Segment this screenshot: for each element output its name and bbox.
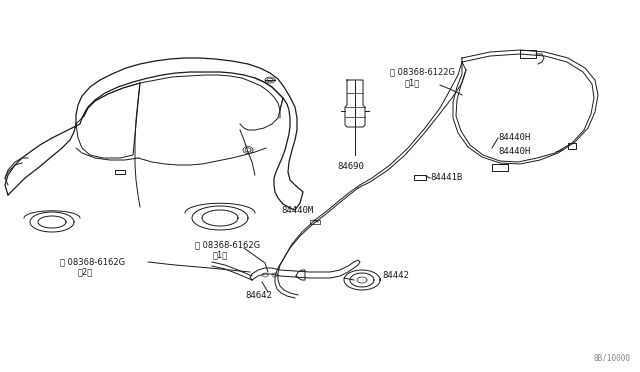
Text: Ⓝ 08368-6162G: Ⓝ 08368-6162G [60, 257, 125, 266]
Text: 84440H: 84440H [498, 148, 531, 157]
Text: 8B/10000: 8B/10000 [593, 353, 630, 362]
FancyBboxPatch shape [414, 175, 426, 180]
Text: Ⓝ 08368-6162G: Ⓝ 08368-6162G [195, 241, 260, 250]
FancyBboxPatch shape [568, 143, 576, 149]
Text: 84442: 84442 [382, 270, 409, 279]
Text: （2）: （2） [78, 267, 93, 276]
Text: （1）: （1） [213, 250, 228, 260]
Text: Ⓝ 08368-6122G: Ⓝ 08368-6122G [390, 67, 455, 77]
Text: 84642: 84642 [245, 291, 272, 299]
Text: （1）: （1） [405, 78, 420, 87]
FancyBboxPatch shape [492, 164, 508, 171]
Text: 84440H: 84440H [498, 134, 531, 142]
Polygon shape [76, 83, 140, 158]
Text: 84441B: 84441B [430, 173, 462, 183]
FancyBboxPatch shape [310, 220, 320, 224]
Text: 84690: 84690 [337, 162, 364, 171]
Text: 84440M: 84440M [282, 206, 314, 215]
